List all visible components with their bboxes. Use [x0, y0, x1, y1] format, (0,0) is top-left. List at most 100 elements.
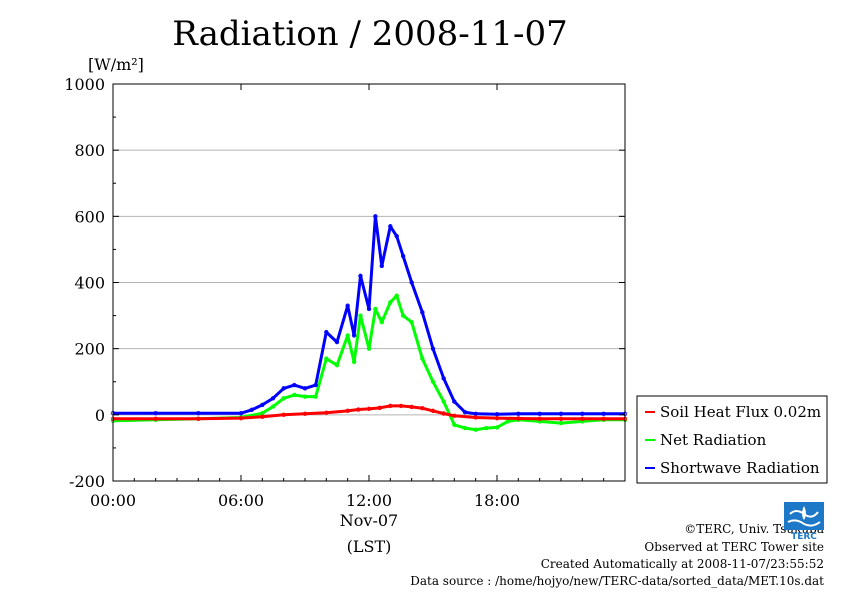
- data-point: [558, 420, 564, 426]
- y-axis-label: [W/m²]: [88, 55, 144, 74]
- legend: Soil Heat Flux 0.02m Net Radiation Shortwa…: [636, 395, 828, 484]
- data-point: [473, 415, 478, 420]
- data-point: [558, 416, 564, 422]
- y-tick-label: -200: [69, 472, 105, 491]
- data-point: [409, 280, 414, 285]
- data-point: [260, 402, 265, 408]
- data-point: [580, 411, 585, 417]
- data-point: [400, 313, 406, 318]
- terc-logo-icon: TERC: [784, 502, 824, 540]
- data-point: [558, 411, 564, 417]
- data-point: [249, 407, 254, 413]
- data-point: [394, 233, 399, 239]
- data-point: [430, 379, 436, 384]
- y-tick-label: 200: [74, 340, 105, 359]
- data-point: [238, 410, 244, 416]
- data-point: [373, 306, 378, 312]
- data-point: [313, 394, 318, 399]
- data-point: [601, 416, 606, 422]
- data-point: [292, 382, 297, 388]
- data-point: [409, 320, 414, 325]
- series-line-2: [113, 214, 625, 416]
- logo-text: TERC: [791, 532, 817, 540]
- data-point: [388, 224, 393, 229]
- y-tick-label: 800: [74, 141, 105, 160]
- data-point: [580, 416, 585, 422]
- data-point: [356, 407, 361, 412]
- x-unit-label: (LST): [347, 537, 392, 556]
- data-point: [281, 396, 286, 401]
- data-point: [441, 411, 446, 416]
- data-point: [313, 382, 318, 388]
- data-point: [452, 422, 457, 427]
- legend-label: Net Radiation: [660, 431, 767, 449]
- data-point: [373, 214, 378, 219]
- legend-label: Shortwave Radiation: [660, 459, 820, 477]
- data-point: [351, 333, 357, 338]
- data-point: [324, 356, 329, 361]
- credit-observed: Observed at TERC Tower site: [644, 540, 824, 554]
- grid: [113, 149, 625, 416]
- series-line-0: [113, 404, 625, 421]
- x-tick-label: 12:00: [346, 491, 392, 510]
- data-point: [351, 359, 357, 365]
- data-point: [270, 404, 276, 409]
- data-point: [473, 427, 478, 432]
- y-tick-label: 600: [74, 207, 105, 226]
- data-point: [260, 414, 265, 420]
- x-tick-label: 06:00: [218, 491, 264, 510]
- legend-box: [636, 395, 828, 484]
- data-point: [345, 333, 350, 338]
- data-point: [281, 386, 286, 391]
- data-point: [358, 313, 363, 318]
- data-point: [334, 363, 340, 368]
- x-date-label: Nov-07: [340, 511, 398, 530]
- data-point: [302, 394, 308, 399]
- data-point: [420, 356, 425, 361]
- data-point: [420, 406, 425, 411]
- data-point: [196, 416, 201, 422]
- chart-title: Radiation / 2008-11-07: [172, 14, 568, 54]
- series-layer: [110, 214, 628, 432]
- credit-data-source: Data source : /home/hojyo/new/TERC-data/…: [410, 574, 824, 588]
- credit-created: Created Automatically at 2008-11-07/23:5…: [540, 557, 824, 571]
- data-point: [400, 253, 406, 259]
- data-point: [537, 416, 542, 422]
- data-point: [153, 416, 158, 422]
- y-tick-label: 1000: [64, 75, 105, 94]
- data-point: [484, 425, 489, 431]
- data-point: [452, 399, 457, 404]
- data-point: [196, 410, 201, 416]
- data-point: [537, 411, 542, 417]
- data-point: [358, 273, 363, 279]
- data-point: [452, 413, 457, 419]
- y-tick-label: 400: [74, 274, 105, 293]
- x-tick-label: 18:00: [474, 491, 520, 510]
- data-point: [462, 425, 468, 431]
- data-point: [420, 310, 425, 315]
- data-point: [153, 410, 158, 416]
- data-point: [494, 425, 500, 430]
- data-point: [462, 409, 468, 415]
- data-point: [345, 303, 350, 308]
- data-point: [430, 346, 436, 351]
- y-tick-label: 0: [95, 406, 105, 425]
- data-point: [334, 339, 340, 345]
- data-point: [516, 411, 521, 417]
- data-point: [366, 346, 372, 351]
- data-point: [366, 306, 372, 312]
- legend-label: Soil Heat Flux 0.02m: [660, 403, 821, 421]
- x-tick-label: 00:00: [90, 491, 136, 510]
- data-point: [345, 408, 350, 414]
- data-point: [366, 406, 372, 412]
- data-point: [516, 416, 521, 421]
- axes: -200 0 200 400 600 800 1000 00:00 06:00 12:00 18:0…: [64, 55, 625, 556]
- data-point: [324, 329, 329, 335]
- data-point: [281, 412, 286, 418]
- data-point: [292, 392, 297, 398]
- data-point: [441, 376, 446, 381]
- data-point: [494, 415, 500, 421]
- data-point: [388, 403, 393, 409]
- data-point: [394, 293, 399, 298]
